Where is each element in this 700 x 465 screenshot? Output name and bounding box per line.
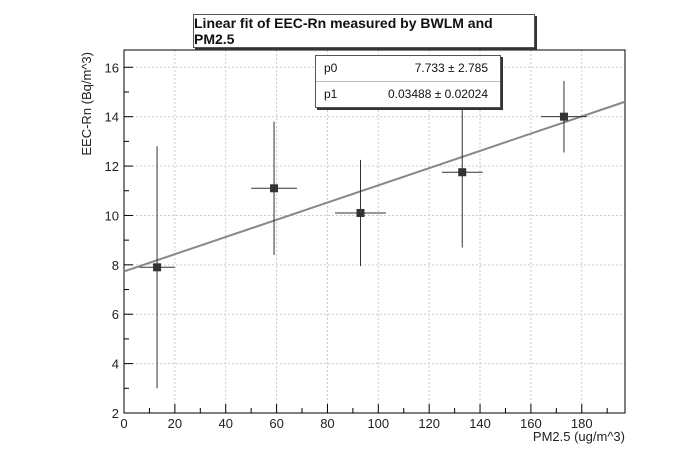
fit-stats-box: p0 7.733 ± 2.785 p1 0.03488 ± 0.02024	[315, 55, 501, 108]
x-tick-label: 60	[269, 416, 283, 431]
x-tick-label: 180	[571, 416, 593, 431]
x-tick-label: 160	[520, 416, 542, 431]
stats-name-p1: p1	[324, 87, 338, 101]
stats-name-p0: p0	[324, 61, 338, 75]
x-tick-label: 20	[168, 416, 182, 431]
y-tick-label: 4	[112, 357, 119, 372]
data-point	[458, 168, 467, 177]
x-tick-label: 0	[120, 416, 127, 431]
y-tick-label: 12	[105, 159, 119, 174]
data-point	[153, 263, 162, 272]
x-tick-label: 140	[469, 416, 491, 431]
data-point	[356, 208, 365, 217]
y-tick-label: 6	[112, 307, 119, 322]
y-tick-label: 14	[105, 110, 119, 125]
plot-frame	[123, 49, 626, 414]
x-tick-label: 100	[367, 416, 389, 431]
data-point	[270, 184, 279, 193]
x-tick-label: 80	[320, 416, 334, 431]
stats-row-p0: p0 7.733 ± 2.785	[324, 61, 492, 79]
x-axis-label: PM2.5 (ug/m^3)	[533, 429, 625, 444]
y-tick-label: 8	[112, 258, 119, 273]
stats-row-p1: p1 0.03488 ± 0.02024	[324, 87, 492, 105]
chart-title: Linear fit of EEC-Rn measured by BWLM an…	[194, 15, 493, 47]
stats-value-p1: 0.03488 ± 0.02024	[387, 87, 488, 101]
data-point	[559, 112, 568, 121]
y-tick-label: 16	[105, 60, 119, 75]
stats-value-p0: 7.733 ± 2.785	[414, 61, 488, 75]
x-tick-label: 120	[418, 416, 440, 431]
fit-line	[123, 100, 626, 273]
y-axis-label: EEC-Rn (Bq/m^3)	[79, 52, 94, 156]
y-tick-label: 10	[105, 208, 119, 223]
stats-divider	[316, 81, 500, 82]
y-tick-label: 2	[112, 406, 119, 421]
chart-title-box: Linear fit of EEC-Rn measured by BWLM an…	[193, 14, 535, 48]
x-tick-label: 40	[218, 416, 232, 431]
